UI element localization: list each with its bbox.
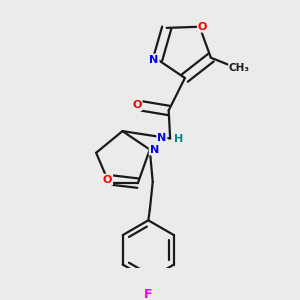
Text: O: O bbox=[132, 100, 142, 110]
Text: N: N bbox=[149, 55, 159, 64]
Text: H: H bbox=[174, 134, 183, 144]
Text: F: F bbox=[144, 288, 153, 300]
Text: O: O bbox=[198, 22, 207, 32]
Text: N: N bbox=[157, 133, 167, 143]
Text: CH₃: CH₃ bbox=[229, 63, 250, 73]
Text: N: N bbox=[150, 145, 159, 154]
Text: O: O bbox=[103, 175, 112, 184]
